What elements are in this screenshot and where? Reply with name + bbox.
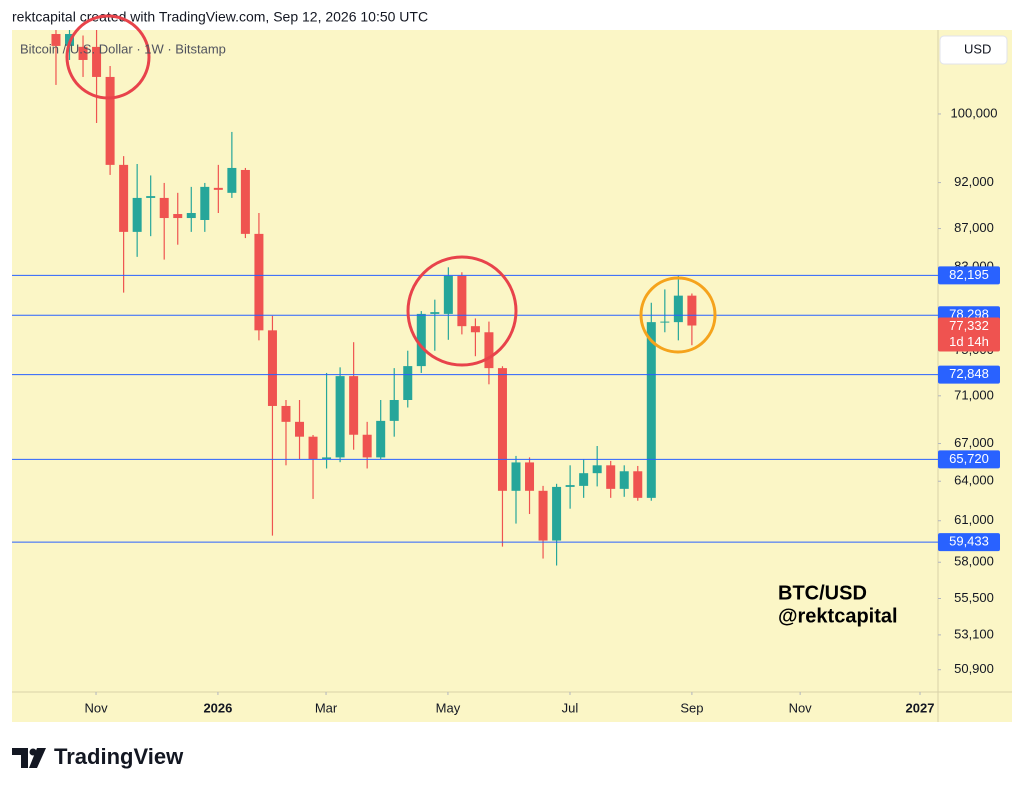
level-label-box (938, 365, 1000, 384)
candle-body (470, 326, 480, 333)
annotation-circle (639, 276, 717, 354)
candle-body (376, 420, 386, 458)
candle-body (673, 295, 683, 323)
candle-body (565, 485, 575, 487)
candle-body (308, 436, 318, 460)
y-tick-label: 55,500 (954, 590, 994, 605)
x-tick-label: Jul (562, 700, 579, 715)
candle-body (430, 312, 440, 314)
candle-body (646, 322, 656, 498)
y-tick-label: 71,000 (954, 387, 994, 402)
candle-body (173, 214, 183, 219)
candle-body (660, 321, 670, 323)
x-tick-label: 2026 (203, 700, 232, 715)
logo (12, 748, 46, 768)
level-label: 72,848 (949, 366, 989, 381)
candle-body (606, 465, 616, 489)
candle-body (227, 167, 237, 193)
y-tick-label: 64,000 (954, 473, 994, 488)
level-label: 59,433 (949, 534, 989, 549)
candle-body (281, 405, 291, 422)
candle-body (443, 275, 453, 314)
candle-body (497, 368, 507, 491)
candle-body (511, 462, 521, 491)
level-label: 82,195 (949, 267, 989, 282)
header: rektcapital created with TradingView.com… (12, 9, 428, 25)
candle-body (51, 34, 61, 46)
annotation-circle (65, 14, 151, 100)
candle-body (159, 197, 169, 219)
last-price-box (938, 317, 1000, 352)
level-label-box (938, 266, 1000, 285)
candle-body (119, 164, 129, 232)
watermark: @rektcapital (778, 605, 898, 627)
candle-body (335, 376, 345, 458)
candle-body (484, 332, 494, 369)
candle-body (92, 46, 102, 77)
candle-body (295, 421, 305, 437)
y-tick-label: 87,000 (954, 220, 994, 235)
level-label-box (938, 533, 1000, 552)
candle-body (389, 399, 399, 421)
x-tick-label: Mar (315, 700, 338, 715)
x-tick-label: Sep (680, 700, 703, 715)
candle-body (538, 490, 548, 541)
candle-body (619, 471, 629, 489)
candle-body (403, 366, 413, 400)
chart-background (12, 30, 1012, 722)
last-price-label: 77,332 (949, 318, 989, 333)
levels (12, 274, 938, 543)
candle-body (362, 434, 372, 458)
level-label-box (938, 450, 1000, 469)
candle-body (349, 376, 359, 435)
candle-body (105, 76, 115, 165)
y-tick-label: 50,900 (954, 661, 994, 676)
candle-body (552, 486, 562, 541)
currency-label[interactable]: USD (964, 41, 991, 56)
time-axis: Nov 2026 Mar May Jul Sep Nov 2027 (84, 692, 934, 715)
candle-body (254, 233, 264, 331)
chart-title: Bitcoin / U.S. Dollar · 1W · Bitstamp (20, 41, 226, 56)
y-tick-label: 58,000 (954, 554, 994, 569)
candle-body (525, 462, 535, 491)
candle-body (322, 457, 332, 460)
x-tick-label: 2027 (906, 700, 935, 715)
candle-body (267, 330, 277, 406)
candle-body (213, 187, 223, 190)
y-tick-label: 92,000 (954, 174, 994, 189)
y-tick-label: 67,000 (954, 435, 994, 450)
y-tick-label: 53,100 (954, 626, 994, 641)
candles (51, 30, 697, 566)
candle-body (579, 473, 589, 486)
candle-body (633, 471, 643, 498)
x-tick-label: Nov (789, 700, 813, 715)
candle-body (186, 213, 196, 219)
candle-body (592, 465, 602, 474)
level-label: 65,720 (949, 451, 989, 466)
candle-body (457, 275, 467, 327)
candle-body (240, 169, 250, 234)
currency-button[interactable] (939, 35, 1008, 65)
y-tick-label: 100,000 (951, 105, 998, 120)
x-tick-label: May (436, 700, 461, 715)
watermark: BTC/USD (778, 582, 867, 604)
candle-body (132, 197, 142, 232)
candle-body (687, 295, 697, 326)
footer-logo-text: TradingView (54, 744, 184, 769)
y-tick-label: 61,000 (954, 512, 994, 527)
candle-body (146, 196, 156, 198)
candle-body (200, 186, 210, 221)
x-tick-label: Nov (84, 700, 108, 715)
candle-body (416, 313, 426, 367)
candle-body (78, 46, 88, 60)
countdown-label: 1d 14h (949, 334, 989, 349)
annotation-circle (406, 255, 518, 367)
